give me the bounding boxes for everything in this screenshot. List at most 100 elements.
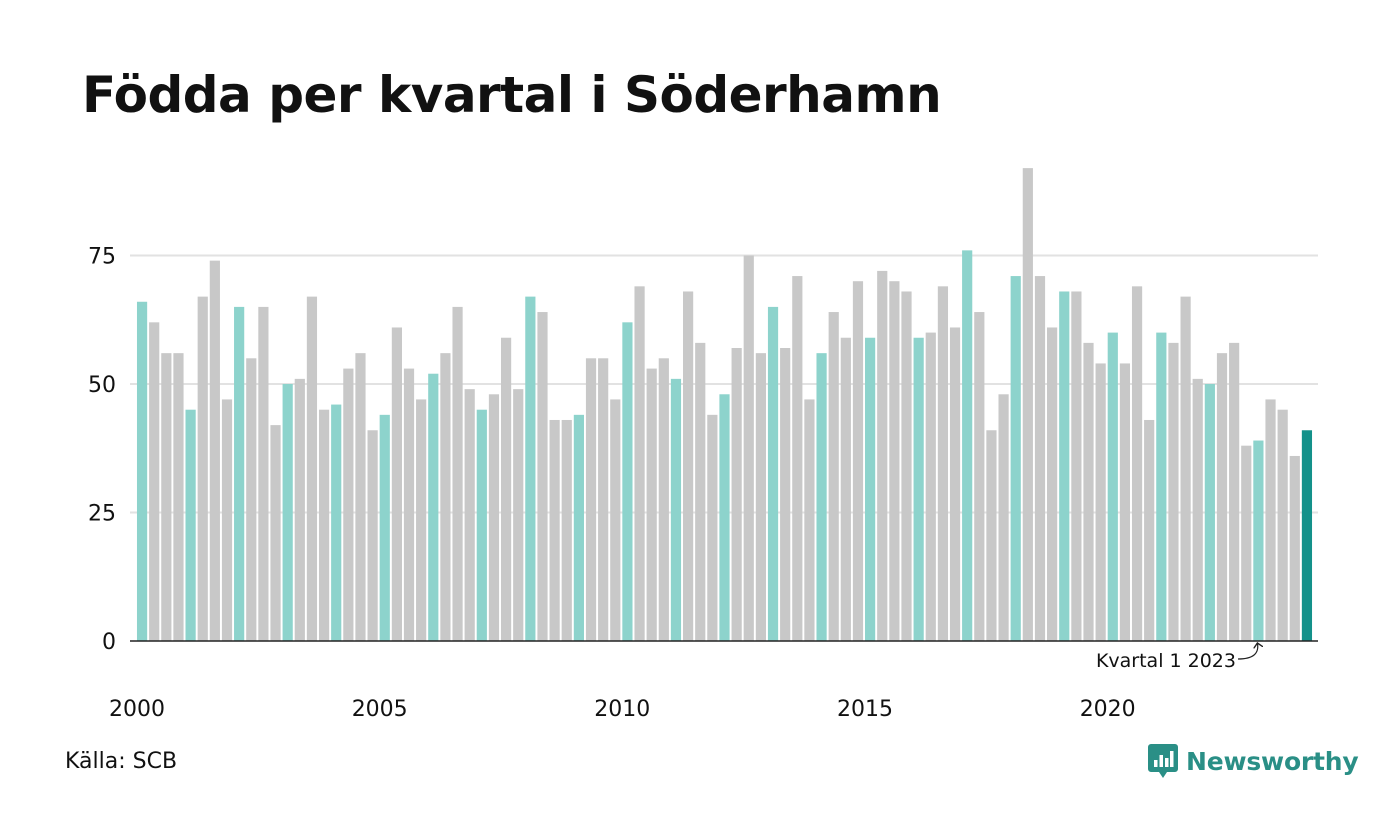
bar — [865, 337, 876, 641]
bar — [937, 286, 949, 641]
x-tick-label: 2010 — [594, 697, 650, 722]
bar — [707, 414, 718, 641]
bar — [234, 306, 245, 641]
x-tick-label: 2020 — [1080, 697, 1136, 722]
bar — [743, 255, 754, 641]
bar — [440, 353, 451, 641]
bar — [513, 389, 524, 641]
bar — [974, 312, 985, 641]
bar — [585, 358, 597, 641]
axes: 0 25 50 75 2000 2005 2010 2015 2020 — [88, 245, 1318, 722]
annotation-arrow — [1237, 643, 1258, 660]
bar — [1010, 276, 1021, 641]
bar — [355, 353, 366, 641]
bar — [901, 291, 912, 641]
bar — [209, 260, 220, 641]
bar — [719, 394, 730, 641]
annotation-layer: Kvartal 1 2023 — [1096, 643, 1258, 672]
bar — [1131, 286, 1143, 641]
bar — [1034, 276, 1046, 641]
bar — [161, 353, 172, 641]
bar — [828, 312, 839, 641]
bar — [561, 419, 572, 641]
bar — [755, 353, 766, 641]
bar — [464, 389, 475, 641]
bar — [185, 409, 196, 641]
bars — [136, 168, 1313, 642]
bar — [391, 327, 402, 641]
bar — [149, 322, 160, 641]
bar — [1168, 342, 1179, 641]
bar — [767, 306, 779, 641]
bar — [136, 301, 148, 641]
bar — [331, 404, 342, 641]
bar — [695, 342, 706, 641]
bar — [1095, 363, 1106, 641]
source-label: Källa: SCB — [65, 749, 178, 774]
bar — [962, 250, 973, 642]
bar — [1204, 384, 1215, 641]
brand-logo[interactable]: Newsworthy — [1148, 744, 1359, 778]
bar — [573, 414, 584, 641]
bar — [634, 286, 645, 641]
bar — [1107, 332, 1118, 641]
bar — [949, 327, 961, 641]
bar — [318, 409, 330, 641]
bar — [852, 281, 864, 641]
bar — [913, 337, 924, 641]
bar — [403, 368, 415, 641]
bar — [683, 291, 694, 641]
bar — [598, 358, 609, 641]
bar-chart: 0 25 50 75 2000 2005 2010 2015 2020 Kvartal 1 20… — [88, 168, 1318, 722]
bar — [488, 394, 500, 641]
bar — [804, 399, 815, 641]
bar — [525, 296, 536, 641]
bar — [731, 348, 742, 641]
bar — [1119, 363, 1131, 641]
x-tick-label: 2015 — [837, 697, 893, 722]
bar — [500, 337, 512, 641]
bar — [306, 296, 318, 641]
bar — [877, 270, 888, 641]
bar — [1241, 445, 1252, 641]
x-tick-label: 2005 — [352, 697, 408, 722]
bar — [1144, 419, 1155, 641]
bar — [670, 378, 682, 641]
bar — [270, 425, 281, 641]
bar — [610, 399, 621, 641]
chart-title: Födda per kvartal i Söderhamn — [82, 66, 942, 124]
bar — [1229, 342, 1240, 641]
bar — [1253, 440, 1264, 641]
bar — [1301, 430, 1313, 641]
brand-name: Newsworthy — [1186, 746, 1359, 776]
bar — [367, 430, 378, 641]
y-tick-label: 75 — [88, 245, 116, 270]
bar — [1277, 409, 1288, 641]
bar — [294, 378, 305, 641]
bar — [792, 276, 803, 641]
bar — [452, 306, 463, 641]
bar — [416, 399, 427, 641]
bar — [889, 281, 900, 641]
bar — [816, 353, 827, 641]
bar — [1047, 327, 1058, 641]
bar — [1071, 291, 1082, 641]
bar — [537, 312, 548, 641]
bar — [173, 353, 184, 641]
bar — [221, 399, 233, 641]
bar — [246, 358, 257, 641]
bar — [379, 414, 390, 641]
bar — [282, 384, 293, 641]
bar — [998, 394, 1009, 641]
bar — [1022, 168, 1033, 641]
bar — [840, 337, 851, 641]
bar — [1083, 342, 1094, 641]
newsworthy-logo-icon — [1148, 744, 1178, 778]
y-tick-label: 0 — [102, 630, 116, 655]
bar — [1156, 332, 1167, 641]
bar — [646, 368, 657, 641]
x-tick-label: 2000 — [109, 697, 165, 722]
bar — [1216, 353, 1228, 641]
bar — [343, 368, 354, 641]
bar — [428, 373, 439, 641]
